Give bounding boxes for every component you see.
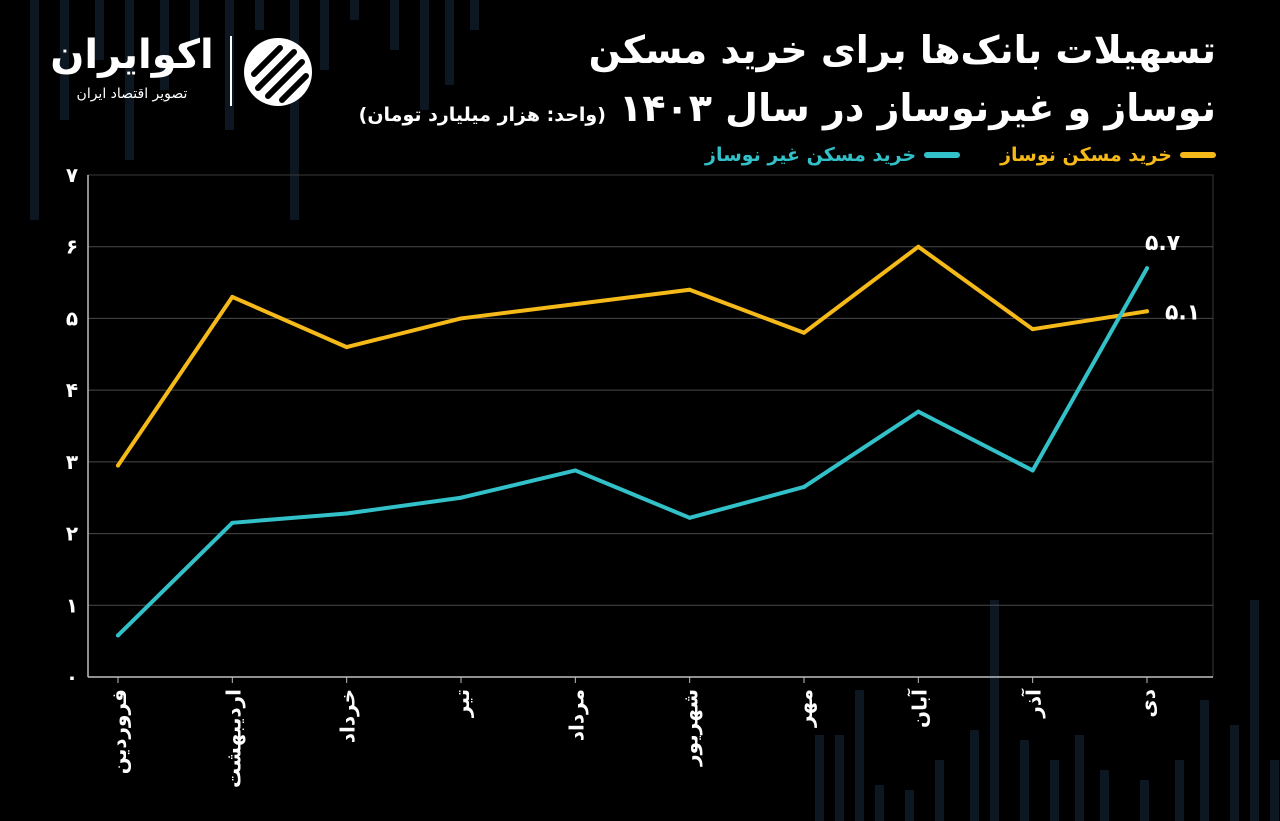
background-bar bbox=[855, 690, 864, 821]
series-line-old bbox=[116, 266, 1149, 638]
brand-name: اکوایران bbox=[50, 32, 214, 78]
data-point bbox=[687, 515, 692, 520]
background-bar bbox=[445, 0, 454, 85]
background-bar bbox=[1175, 760, 1184, 821]
background-bar bbox=[875, 785, 884, 821]
chart-title-line2: نوساز و غیرنوساز در سال ۱۴۰۳ (واحد: هزار… bbox=[359, 86, 1216, 130]
background-bar bbox=[1050, 760, 1059, 821]
chart-title-line1: تسهیلات بانک‌ها برای خرید مسکن bbox=[588, 28, 1216, 72]
x-tick-label: مهر bbox=[793, 689, 817, 728]
data-point bbox=[1145, 266, 1149, 271]
data-point bbox=[1030, 468, 1035, 473]
data-point bbox=[230, 294, 235, 299]
x-tick-label: مرداد bbox=[564, 689, 588, 741]
background-bar bbox=[350, 0, 359, 20]
data-point bbox=[116, 633, 120, 638]
background-bar bbox=[60, 0, 69, 120]
data-point bbox=[1145, 309, 1149, 314]
background-bar bbox=[1075, 735, 1084, 821]
legend-label-old: خرید مسکن غیر نوساز bbox=[705, 144, 917, 166]
background-bar bbox=[935, 760, 944, 821]
background-bar bbox=[1200, 700, 1209, 821]
background-bar bbox=[390, 0, 399, 50]
legend-item-new: خرید مسکن نوساز bbox=[1000, 144, 1216, 166]
brand-tagline: تصویر اقتصاد ایران bbox=[76, 86, 188, 102]
end-label-new: ۵.۱ bbox=[1165, 300, 1200, 325]
data-point bbox=[687, 287, 692, 292]
x-tick-label: دی bbox=[1136, 689, 1160, 718]
background-bar bbox=[1020, 740, 1029, 821]
series-line-new bbox=[116, 244, 1149, 468]
y-tick-label: ۱ bbox=[66, 593, 78, 617]
background-bar bbox=[160, 0, 169, 90]
data-point bbox=[802, 484, 806, 489]
background-bar bbox=[1270, 760, 1279, 821]
y-tick-label: ۲ bbox=[66, 522, 78, 546]
x-tick-label: خرداد bbox=[336, 689, 360, 743]
legend-label-new: خرید مسکن نوساز bbox=[1000, 144, 1172, 166]
y-tick-label: ۵ bbox=[66, 306, 78, 330]
data-point bbox=[573, 468, 578, 473]
x-tick-label: اردیبهشت bbox=[221, 689, 245, 788]
data-point bbox=[916, 244, 921, 249]
background-bar bbox=[970, 730, 979, 821]
data-point bbox=[116, 463, 120, 468]
background-bar bbox=[1250, 600, 1259, 821]
y-tick-label: ۴ bbox=[66, 378, 78, 402]
data-point bbox=[1030, 327, 1035, 332]
background-bar bbox=[420, 0, 429, 110]
chart-title-main: نوساز و غیرنوساز در سال ۱۴۰۳ bbox=[619, 86, 1216, 130]
x-tick-label: فروردین bbox=[107, 689, 131, 774]
end-label-old: ۵.۷ bbox=[1145, 231, 1181, 256]
y-tick-label: ۷ bbox=[66, 163, 78, 187]
background-bar bbox=[320, 0, 329, 70]
y-tick-label: ۰ bbox=[66, 665, 78, 689]
background-bar bbox=[835, 735, 844, 821]
ecoiran-stripes-icon bbox=[244, 38, 312, 106]
background-bar bbox=[95, 0, 104, 60]
background-bar bbox=[190, 0, 199, 40]
background-bar bbox=[815, 735, 824, 821]
background-bar bbox=[125, 0, 134, 160]
y-tick-label: ۶ bbox=[66, 235, 78, 259]
background-bar bbox=[225, 0, 234, 130]
x-tick-label: شهریور bbox=[679, 689, 703, 767]
background-bar bbox=[1100, 770, 1109, 821]
logo-divider bbox=[230, 36, 232, 106]
legend-item-old: خرید مسکن غیر نوساز bbox=[705, 144, 961, 166]
y-tick-label: ۳ bbox=[66, 450, 78, 474]
background-bar bbox=[990, 600, 999, 821]
data-point bbox=[230, 520, 235, 525]
data-point bbox=[916, 409, 921, 414]
background-bar bbox=[255, 0, 264, 30]
legend: خرید مسکن نوساز خرید مسکن غیر نوساز bbox=[705, 144, 1216, 166]
data-point bbox=[344, 511, 349, 516]
data-point bbox=[459, 316, 463, 321]
legend-swatch-new bbox=[1180, 152, 1216, 158]
brand-logo: اکوایران تصویر اقتصاد ایران bbox=[48, 32, 318, 112]
background-bar bbox=[1140, 780, 1149, 821]
background-bar bbox=[1230, 725, 1239, 821]
x-tick-label: آذر bbox=[1021, 688, 1046, 719]
background-bar bbox=[470, 0, 479, 30]
background-bar bbox=[905, 790, 914, 821]
data-point bbox=[573, 302, 578, 307]
plot-frame bbox=[87, 174, 1214, 678]
unit-note: (واحد: هزار میلیارد تومان) bbox=[358, 104, 606, 126]
background-bar bbox=[290, 0, 299, 220]
x-tick-label: تیر bbox=[450, 689, 474, 718]
x-tick-label: آبان bbox=[906, 688, 931, 728]
background-bar bbox=[30, 0, 39, 220]
data-point bbox=[802, 330, 806, 335]
data-point bbox=[459, 495, 463, 500]
data-point bbox=[344, 345, 349, 350]
legend-swatch-old bbox=[924, 152, 961, 158]
